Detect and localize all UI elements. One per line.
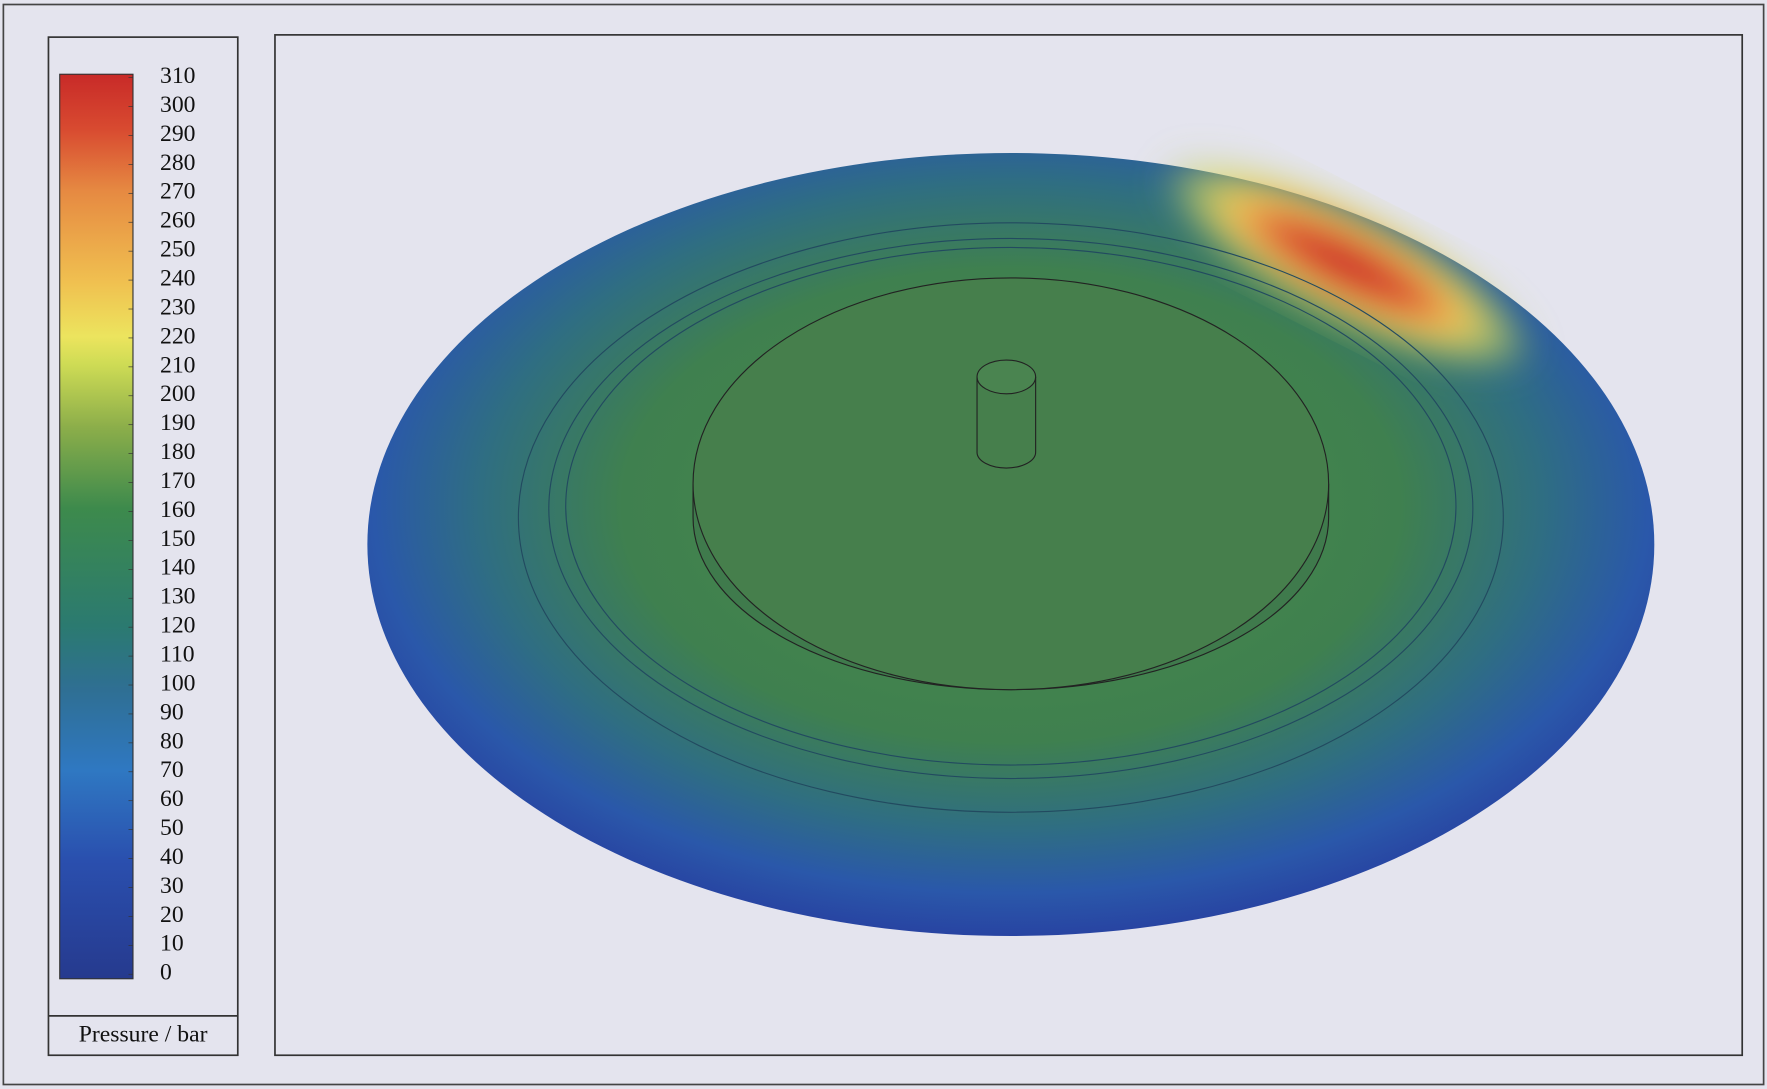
- tick-label: 20: [160, 902, 184, 928]
- tick-label: 160: [160, 497, 195, 523]
- tick-label: 80: [160, 728, 184, 754]
- tick-label: 70: [160, 757, 184, 783]
- tick-label: 220: [160, 323, 195, 349]
- ring: [548, 237, 1474, 780]
- tick-label: 10: [160, 931, 184, 957]
- tick-label: 310: [160, 63, 195, 89]
- hot-spot: [1153, 152, 1540, 376]
- tick-label: 210: [160, 352, 195, 378]
- colorbar-label: Pressure / bar: [79, 1022, 208, 1048]
- tick-label: 90: [160, 699, 184, 725]
- tick-label: 170: [160, 468, 195, 494]
- tick-label: 270: [160, 179, 195, 205]
- pin: [976, 376, 1037, 469]
- tick-label: 150: [160, 526, 195, 552]
- tick-label: 300: [160, 92, 195, 118]
- tick-label: 30: [160, 873, 184, 899]
- tick-label: 280: [160, 150, 195, 176]
- tick-label: 140: [160, 555, 195, 581]
- tick-label: 190: [160, 410, 195, 436]
- render-frame: [274, 34, 1744, 1057]
- tick-label: 130: [160, 584, 195, 610]
- legend-frame: [47, 36, 239, 1057]
- tick-label: 240: [160, 266, 195, 292]
- tick-label: 290: [160, 121, 195, 147]
- tick-label: 250: [160, 237, 195, 263]
- tick-label: 110: [160, 642, 195, 668]
- tick-label: 120: [160, 613, 195, 639]
- ring: [565, 246, 1457, 766]
- color-bar: [59, 73, 134, 980]
- tick-label: 200: [160, 381, 195, 407]
- ring: [517, 222, 1504, 813]
- pressure-render: [367, 152, 1655, 936]
- tick-label: 260: [160, 208, 195, 234]
- disc-top: [692, 277, 1330, 691]
- pin-top: [976, 359, 1037, 395]
- tick-label: 0: [160, 960, 172, 986]
- tick-label: 230: [160, 294, 195, 320]
- tick-label: 100: [160, 670, 195, 696]
- tick-label: 180: [160, 439, 195, 465]
- outer-frame: [2, 3, 1765, 1086]
- tick-label: 50: [160, 815, 184, 841]
- tick-label: 60: [160, 786, 184, 812]
- tick-label: 40: [160, 844, 184, 870]
